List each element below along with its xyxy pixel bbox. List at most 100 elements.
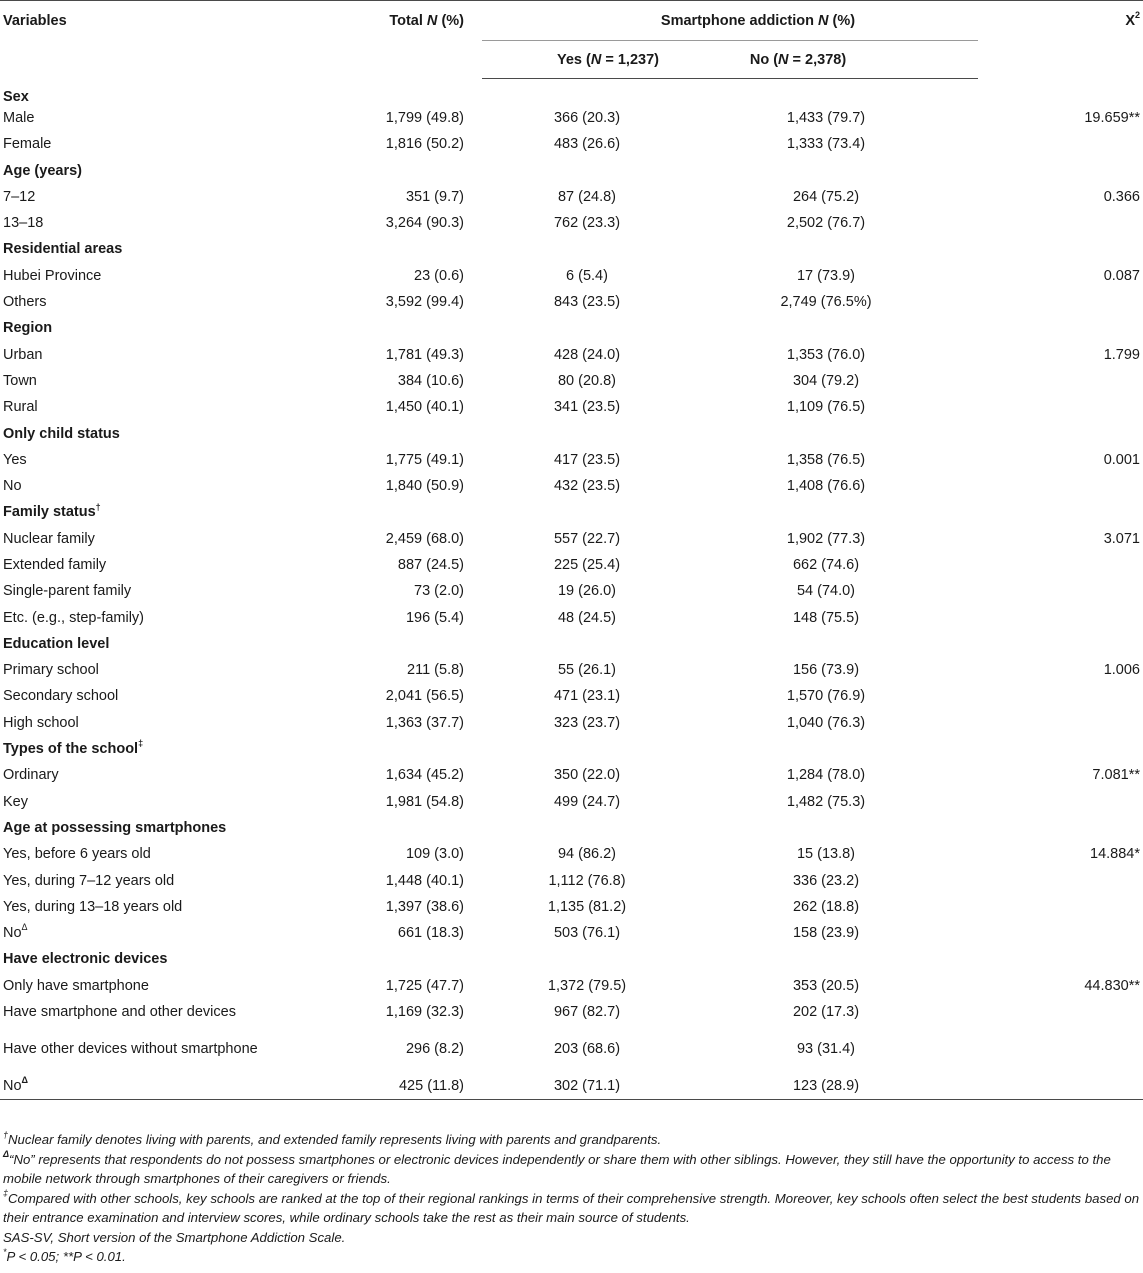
cell-addiction-no: 1,482 (75.3) [786, 793, 866, 810]
table-row: Secondary school 2,041 (56.5) 471 (23.1) 1,… [0, 683, 1143, 709]
label-text: Rural [3, 399, 38, 416]
row-label: High school [0, 710, 290, 736]
group-spacer [290, 631, 1143, 657]
cell-addiction-no: 1,408 (76.6) [786, 478, 866, 495]
label-text: Single-parent family [3, 583, 132, 600]
cell-chi-square [978, 210, 1143, 236]
cell-chi-square: 19.659** [1084, 109, 1140, 126]
cell-addiction-no: 1,040 (76.3) [786, 714, 866, 731]
cell-addiction-yes: 428 (24.0) [553, 346, 621, 363]
group-spacer [290, 499, 1143, 525]
table-row: Others 3,592 (99.4) 843 (23.5) 2,749 (76.5%… [0, 289, 1143, 315]
row-label: Nuclear family [0, 526, 290, 552]
table-row: Yes 1,775 (49.1) 417 (23.5) 1,358 (76.5) 0.0… [0, 447, 1143, 473]
footnote: Δ“No” represents that respondents do not… [3, 1150, 1141, 1189]
row-label: Male [0, 105, 290, 131]
label-text: Primary school [3, 662, 99, 679]
cell-addiction-no: 1,570 (76.9) [786, 688, 866, 705]
row-label: Yes, during 13–18 years old [0, 894, 290, 920]
row-label: Single-parent family [0, 578, 290, 604]
group-spacer [290, 157, 1143, 183]
footnote-marker: * [3, 1246, 7, 1257]
row-label: NoΔ [0, 1073, 290, 1100]
cell-chi-square [978, 867, 1143, 893]
label-text: 13–18 [3, 215, 44, 232]
cell-addiction-yes: 967 (82.7) [553, 1004, 621, 1021]
footnote-text: “No” represents that respondents do not … [3, 1151, 1111, 1187]
table-row: 7–12 351 (9.7) 87 (24.8) 264 (75.2) 0.366 [0, 184, 1143, 210]
table-row: Ordinary 1,634 (45.2) 350 (22.0) 1,284 (78.… [0, 762, 1143, 788]
cell-chi-square [978, 920, 1143, 946]
group-row: Types of the school‡ [0, 736, 1143, 762]
cell-total: 425 (11.8) [290, 1073, 482, 1100]
label-text: Etc. (e.g., step-family) [3, 609, 145, 626]
group-label: Region [0, 315, 290, 341]
footnote: ‡Compared with other schools, key school… [3, 1189, 1141, 1228]
group-spacer [290, 946, 1143, 972]
cell-addiction-yes: 432 (23.5) [553, 478, 621, 495]
cell-chi-square [978, 289, 1143, 315]
cell-addiction-yes: 762 (23.3) [553, 215, 621, 232]
cell-addiction-yes: 843 (23.5) [553, 294, 621, 311]
cell-chi-square: 1.006 [1103, 662, 1140, 679]
group-row: Age (years) [0, 157, 1143, 183]
cell-chi-square: 1.799 [1103, 346, 1140, 363]
cell-total: 661 (18.3) [397, 925, 464, 942]
table-row: Female 1,816 (50.2) 483 (26.6) 1,333 (73.4) [0, 131, 1143, 157]
row-label: Yes, during 7–12 years old [0, 867, 290, 893]
row-label: Only have smartphone [0, 973, 290, 999]
cell-addiction-no: 1,109 (76.5) [786, 399, 866, 416]
table-row: NoΔ 661 (18.3) 503 (76.1) 158 (23.9) [0, 920, 1143, 946]
label-text: Nuclear family [3, 530, 95, 547]
row-label: Primary school [0, 657, 290, 683]
table-header: Variables Total N (%) Smartphone addicti… [0, 0, 1143, 79]
cell-total: 3,592 (99.4) [385, 294, 464, 311]
cell-chi-square: 44.830** [1084, 977, 1140, 994]
label-text: Family status [3, 504, 96, 521]
label-text: Urban [3, 346, 43, 363]
cell-addiction-no: 662 (74.6) [792, 556, 860, 573]
cell-addiction-yes: 19 (26.0) [557, 583, 617, 600]
row-label: NoΔ [0, 920, 290, 946]
cell-addiction-no: 15 (13.8) [796, 846, 856, 863]
label-text: High school [3, 714, 79, 731]
group-row: Education level [0, 631, 1143, 657]
cell-chi-square [978, 999, 1143, 1025]
row-label: No [0, 473, 290, 499]
cell-addiction-yes: 302 (71.1) [482, 1073, 678, 1100]
footnote-marker: Δ [21, 922, 28, 933]
cell-addiction-yes: 503 (76.1) [553, 925, 621, 942]
cell-total: 109 (3.0) [405, 846, 464, 863]
label-text: Only have smartphone [3, 977, 149, 994]
label-text: Female [3, 136, 52, 153]
cell-addiction-no: 1,433 (79.7) [786, 109, 866, 126]
row-label: Female [0, 131, 290, 157]
cell-addiction-yes: 557 (22.7) [553, 530, 621, 547]
cell-addiction-no: 123 (28.9) [678, 1073, 978, 1100]
cell-total: 1,981 (54.8) [385, 793, 464, 810]
header-smartphone-addiction: Smartphone addiction N (%) [482, 0, 978, 41]
table-row: NoΔ 425 (11.8) 302 (71.1) 123 (28.9) [0, 1073, 1143, 1100]
cell-addiction-yes: 341 (23.5) [553, 399, 621, 416]
cell-addiction-yes: 1,372 (79.5) [547, 977, 627, 994]
label-text: Hubei Province [3, 267, 102, 284]
header-no: No (N = 2,378) [678, 40, 978, 79]
cell-addiction-no: 1,353 (76.0) [786, 346, 866, 363]
label-text: Yes, before 6 years old [3, 846, 151, 863]
row-label: 7–12 [0, 184, 290, 210]
table-row: Town 384 (10.6) 80 (20.8) 304 (79.2) [0, 368, 1143, 394]
cell-addiction-no: 304 (79.2) [792, 372, 860, 389]
group-row: Family status† [0, 499, 1143, 525]
cell-chi-square [978, 552, 1143, 578]
cell-addiction-yes: 87 (24.8) [557, 188, 617, 205]
row-label: Others [0, 289, 290, 315]
cell-chi-square [978, 394, 1143, 420]
cell-chi-square: 7.081** [1092, 767, 1140, 784]
cell-chi-square: 3.071 [1103, 530, 1140, 547]
label-text: No [3, 925, 22, 942]
group-label: Age (years) [0, 157, 290, 183]
table-row: Yes, before 6 years old 109 (3.0) 94 (86.2… [0, 841, 1143, 867]
cell-addiction-no: 353 (20.5) [792, 977, 860, 994]
cell-addiction-no: 1,358 (76.5) [786, 451, 866, 468]
